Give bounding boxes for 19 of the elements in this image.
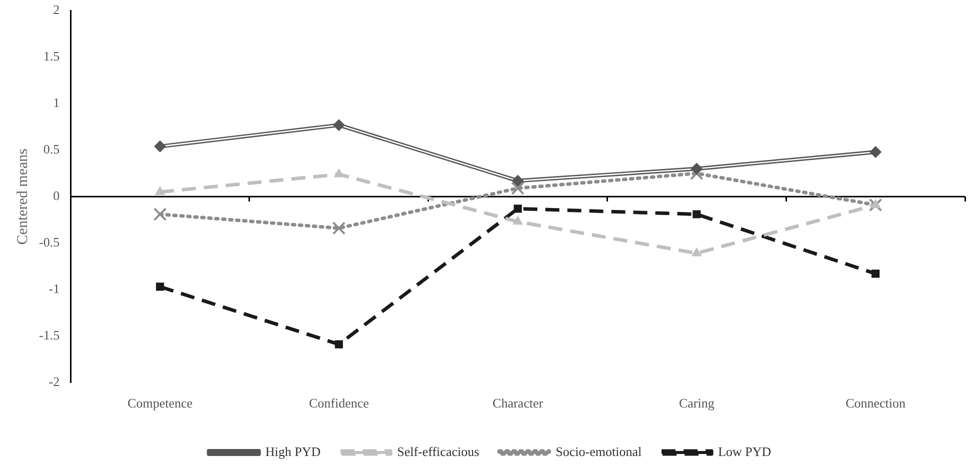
y-tick-label: 0.5 [43, 142, 60, 157]
x-tick-label: Caring [678, 396, 715, 411]
y-tick-label: 0 [53, 188, 60, 204]
legend-label: Low PYD [718, 444, 772, 459]
y-tick-label: -0.5 [38, 234, 60, 250]
y-tick-label: -1.5 [38, 327, 60, 342]
y-axis-title: Centered means [14, 148, 31, 245]
legend-label: Self-efficacious [397, 444, 480, 459]
y-tick-label: 2 [53, 2, 60, 18]
x-tick-label: Confidence [308, 396, 370, 411]
legend-label: Socio-emotional [556, 444, 642, 459]
x-tick-label: Competence [128, 396, 193, 411]
y-tick-label: 1.5 [43, 48, 60, 64]
x-tick-label: Character [492, 396, 544, 411]
legend-label: High PYD [265, 444, 321, 459]
y-tick-label: 1 [53, 95, 60, 110]
y-tick-label: -2 [48, 374, 60, 389]
x-tick-label: Connection [846, 396, 906, 411]
y-tick-label: -1 [48, 280, 60, 296]
